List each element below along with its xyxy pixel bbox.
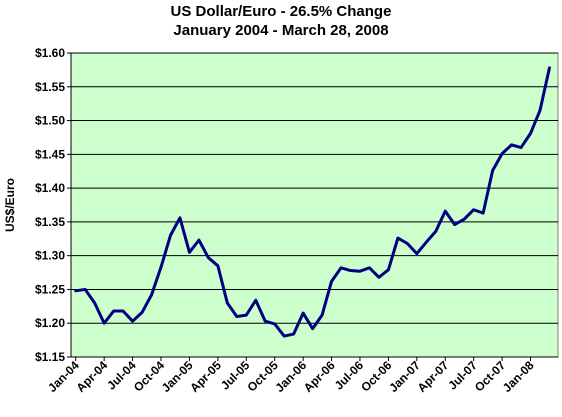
y-axis-ticks: $1.15 $1.20 $1.25 $1.30 $1.35 $1.40 $1.45 $1.50… xyxy=(35,46,71,364)
y-tick-label: $1.55 xyxy=(35,80,65,94)
data-point xyxy=(264,320,266,322)
data-point xyxy=(463,218,465,220)
data-point xyxy=(217,265,219,267)
data-point xyxy=(359,270,361,272)
x-tick-label: Apr-05 xyxy=(187,358,224,395)
data-point xyxy=(368,267,370,269)
data-point xyxy=(454,224,456,226)
data-points xyxy=(75,67,550,337)
data-point xyxy=(103,322,105,324)
data-point xyxy=(236,315,238,317)
data-point xyxy=(520,147,522,149)
x-tick-label: Apr-04 xyxy=(74,358,111,395)
data-point xyxy=(312,328,314,330)
data-point xyxy=(321,314,323,316)
data-point xyxy=(226,302,228,304)
data-point xyxy=(151,294,153,296)
data-point xyxy=(169,234,171,236)
data-point xyxy=(406,243,408,245)
chart-title-block: US Dollar/Euro - 26.5% Change January 20… xyxy=(0,2,562,40)
data-point xyxy=(179,217,181,219)
y-tick-label: $1.60 xyxy=(35,46,65,60)
x-tick-label: Apr-07 xyxy=(415,358,452,395)
data-point xyxy=(274,323,276,325)
data-point xyxy=(350,270,351,272)
data-point xyxy=(548,67,550,69)
y-tick-label: $1.40 xyxy=(35,181,65,195)
data-point xyxy=(255,299,257,301)
data-point xyxy=(482,212,484,214)
data-point xyxy=(425,241,427,243)
y-axis-label: US$/Euro xyxy=(3,178,17,232)
y-tick-label: $1.35 xyxy=(35,215,65,229)
data-point xyxy=(188,251,190,253)
grid-lines xyxy=(71,52,558,324)
data-point xyxy=(94,302,96,304)
data-point xyxy=(501,153,503,155)
data-point xyxy=(492,170,494,172)
data-point xyxy=(340,267,342,269)
x-tick-label: Jan-08 xyxy=(500,358,537,395)
data-point xyxy=(132,320,134,322)
x-axis-ticks: Jan-04Apr-04Jul-04Oct-04Jan-05Apr-05Jul-… xyxy=(45,357,537,395)
data-point xyxy=(397,237,399,239)
y-tick-label: $1.45 xyxy=(35,147,65,161)
data-point xyxy=(283,335,285,337)
data-point xyxy=(444,210,446,212)
chart-title: US Dollar/Euro - 26.5% Change xyxy=(170,3,392,20)
data-point xyxy=(530,132,532,134)
y-tick-label: $1.50 xyxy=(35,114,65,128)
y-tick-label: $1.25 xyxy=(35,282,65,296)
data-point xyxy=(113,310,115,312)
data-point xyxy=(378,276,380,278)
data-point xyxy=(245,314,247,316)
data-point xyxy=(331,280,333,282)
plot-area xyxy=(70,52,559,358)
data-point xyxy=(141,311,143,313)
data-point xyxy=(198,239,200,241)
data-point xyxy=(293,333,295,335)
y-tick-label: $1.30 xyxy=(35,249,65,263)
data-point xyxy=(416,253,418,255)
y-tick-label: $1.15 xyxy=(35,350,65,364)
y-tick-label: $1.20 xyxy=(35,316,65,330)
data-point xyxy=(302,312,304,314)
data-point xyxy=(207,257,209,259)
data-point xyxy=(511,144,513,146)
data-point xyxy=(387,269,389,271)
chart-subtitle: January 2004 - March 28, 2008 xyxy=(173,22,389,39)
data-point xyxy=(160,266,162,268)
data-point xyxy=(122,310,124,312)
data-point xyxy=(539,109,541,111)
data-point xyxy=(473,209,475,211)
data-point xyxy=(84,288,86,290)
data-point xyxy=(435,230,437,232)
data-point xyxy=(75,290,77,292)
x-tick-label: Apr-06 xyxy=(301,358,338,395)
